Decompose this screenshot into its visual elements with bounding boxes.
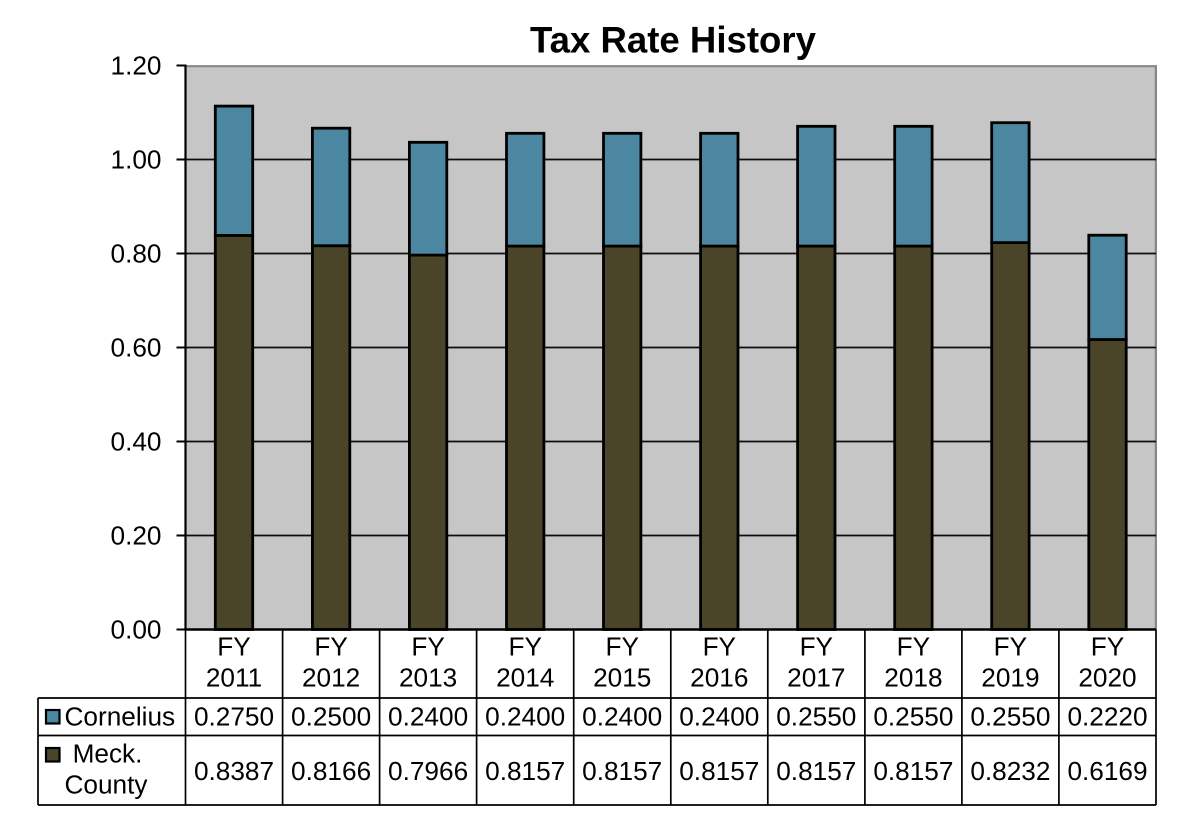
svg-text:0.20: 0.20 xyxy=(111,521,162,551)
svg-text:0.8157: 0.8157 xyxy=(485,756,565,786)
svg-text:Meck.: Meck. xyxy=(73,739,143,769)
svg-text:0.2550: 0.2550 xyxy=(873,701,953,731)
svg-text:2014: 2014 xyxy=(496,663,554,693)
svg-text:FY: FY xyxy=(897,632,930,662)
svg-text:0.8157: 0.8157 xyxy=(776,756,856,786)
svg-text:FY: FY xyxy=(800,632,833,662)
svg-text:0.2400: 0.2400 xyxy=(388,701,468,731)
svg-text:0.2500: 0.2500 xyxy=(291,701,371,731)
svg-text:0.2550: 0.2550 xyxy=(776,701,856,731)
svg-text:FY: FY xyxy=(703,632,736,662)
svg-text:0.2400: 0.2400 xyxy=(582,701,662,731)
svg-text:0.8157: 0.8157 xyxy=(873,756,953,786)
svg-text:2019: 2019 xyxy=(981,663,1039,693)
svg-text:0.2220: 0.2220 xyxy=(1067,701,1147,731)
svg-text:2018: 2018 xyxy=(884,663,942,693)
svg-text:2011: 2011 xyxy=(206,663,262,693)
svg-text:0.2400: 0.2400 xyxy=(679,701,759,731)
svg-text:FY: FY xyxy=(217,632,250,662)
svg-text:0.8232: 0.8232 xyxy=(970,756,1050,786)
svg-text:0.8166: 0.8166 xyxy=(291,756,371,786)
svg-text:1.20: 1.20 xyxy=(111,51,162,81)
svg-text:1.00: 1.00 xyxy=(111,145,162,175)
svg-text:FY: FY xyxy=(994,632,1027,662)
svg-text:0.2400: 0.2400 xyxy=(485,701,565,731)
svg-text:0.00: 0.00 xyxy=(111,615,162,645)
svg-text:FY: FY xyxy=(314,632,347,662)
svg-text:2013: 2013 xyxy=(399,663,457,693)
svg-text:0.8157: 0.8157 xyxy=(582,756,662,786)
svg-text:0.60: 0.60 xyxy=(111,333,162,363)
svg-text:FY: FY xyxy=(1091,632,1124,662)
svg-text:2012: 2012 xyxy=(302,663,360,693)
svg-text:2020: 2020 xyxy=(1078,663,1136,693)
svg-text:County: County xyxy=(65,770,149,800)
svg-text:2016: 2016 xyxy=(690,663,748,693)
svg-text:FY: FY xyxy=(508,632,541,662)
svg-text:0.2750: 0.2750 xyxy=(194,701,274,731)
svg-text:0.8387: 0.8387 xyxy=(194,756,274,786)
svg-text:0.6169: 0.6169 xyxy=(1067,756,1147,786)
svg-text:FY: FY xyxy=(605,632,638,662)
svg-text:0.2550: 0.2550 xyxy=(970,701,1050,731)
svg-text:0.8157: 0.8157 xyxy=(679,756,759,786)
svg-text:FY: FY xyxy=(411,632,444,662)
svg-text:Tax Rate History: Tax Rate History xyxy=(530,20,817,61)
svg-text:0.80: 0.80 xyxy=(111,239,162,269)
svg-text:0.7966: 0.7966 xyxy=(388,756,468,786)
svg-text:0.40: 0.40 xyxy=(111,427,162,457)
svg-text:2015: 2015 xyxy=(593,663,651,693)
svg-text:2017: 2017 xyxy=(787,663,845,693)
svg-text:Cornelius: Cornelius xyxy=(65,701,176,731)
